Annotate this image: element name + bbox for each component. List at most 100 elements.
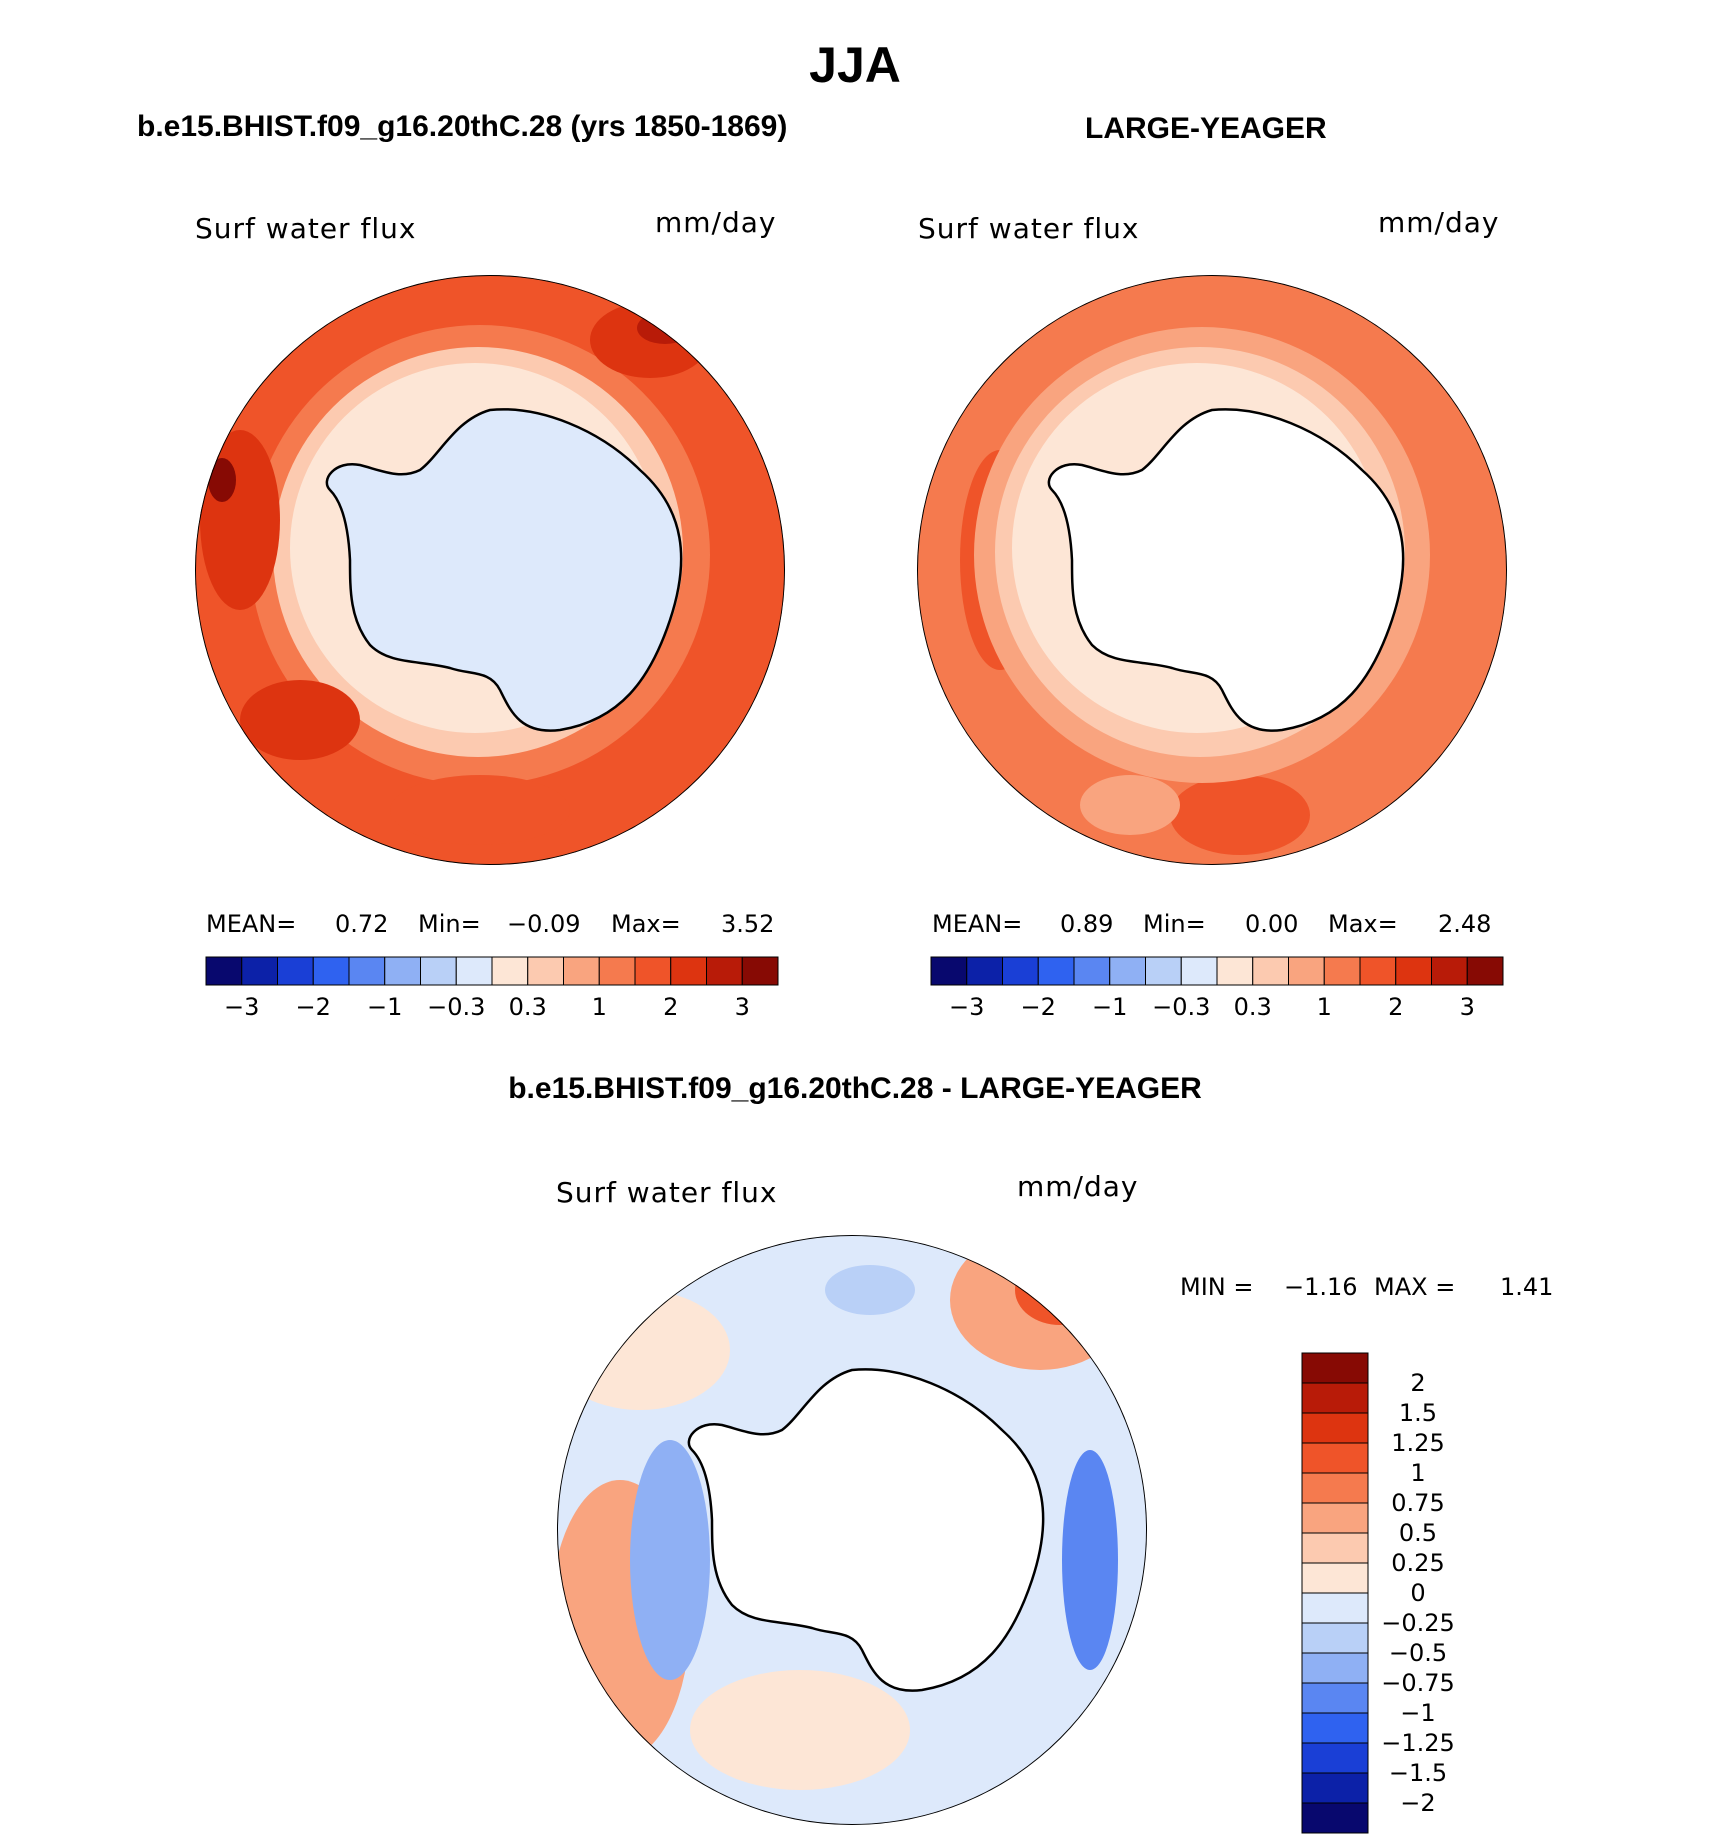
right-colorbar [930,956,1504,986]
diff-field-patch-w-neg [630,1440,710,1680]
diff-polar-map [557,1235,1147,1825]
right-variable-label: Surf water flux [918,212,1140,245]
left-colorbar-tick-label: −3 [224,993,260,1021]
diff-colorbar-tick-label: −0.25 [1381,1609,1455,1637]
right-units-label: mm/day [1378,206,1500,239]
right-colorbar-box-10 [1288,956,1325,986]
diff-colorbar-box-2 [1301,1412,1369,1444]
right-colorbar-tick-label: 3 [1459,993,1475,1021]
right-colorbar-tick-label: 1 [1316,993,1332,1021]
right-colorbar-tick-label: −0.3 [1152,993,1211,1021]
diff-colorbar [1301,1352,1369,1834]
diff-colorbar-tick-label: 1.5 [1398,1399,1438,1427]
left-min-value: −0.09 [507,910,581,938]
diff-max-label: MAX = [1374,1273,1456,1301]
right-panel-header: LARGE-YEAGER [1085,112,1327,145]
right-colorbar-box-4 [1073,956,1111,986]
left-colorbar-tick-label: 1 [591,993,607,1021]
diff-variable-label: Surf water flux [556,1176,778,1209]
diff-antarctica-outline [687,1368,1045,1692]
diff-colorbar-tick-label: 1.25 [1391,1429,1445,1457]
diff-colorbar-tick-label: −1.25 [1381,1729,1455,1757]
left-colorbar-tick-label: −1 [367,993,403,1021]
diff-units-label: mm/day [1017,1170,1139,1203]
left-colorbar-tick-label: 3 [734,993,750,1021]
diff-field-patch-e-neg [1062,1450,1118,1670]
right-colorbar-box-15 [1466,956,1504,986]
left-colorbar-box-7 [455,956,493,986]
diff-field-patch-n-neg [825,1265,915,1315]
left-colorbar-box-4 [348,956,386,986]
diff-colorbar-tick-label: −0.5 [1388,1639,1448,1667]
left-colorbar-box-5 [384,956,421,986]
right-colorbar-box-9 [1252,956,1289,986]
left-colorbar-box-2 [277,956,314,986]
right-colorbar-box-7 [1180,956,1218,986]
right-field-patch-s [1170,775,1310,855]
right-max-value: 2.48 [1438,910,1492,938]
diff-colorbar-tick-label: 1 [1410,1459,1426,1487]
left-colorbar-box-9 [527,956,564,986]
right-colorbar-tick-label: −1 [1092,993,1128,1021]
right-colorbar-box-1 [966,956,1003,986]
left-colorbar-tick-label: 0.3 [508,993,547,1021]
diff-field-patch-nw [557,1290,730,1410]
diff-colorbar-tick-label: 0.5 [1398,1519,1438,1547]
right-colorbar-box-6 [1145,956,1182,986]
diff-field-patch-ne [950,1235,1130,1370]
right-antarctica-outline [1047,408,1405,732]
left-colorbar-box-8 [491,956,529,986]
diff-colorbar-box-11 [1301,1682,1369,1714]
diff-colorbar-box-10 [1301,1652,1369,1684]
left-colorbar-box-6 [420,956,457,986]
left-field-patch-ne-max [637,312,693,344]
left-mean-label: MEAN= [206,910,297,938]
right-colorbar-box-8 [1216,956,1254,986]
right-colorbar-tick-label: −3 [949,993,985,1021]
right-mean-value: 0.89 [1060,910,1114,938]
left-colorbar [205,956,779,986]
left-colorbar-tick-label: −0.3 [427,993,486,1021]
right-colorbar-tick-label: 2 [1388,993,1404,1021]
right-colorbar-box-11 [1323,956,1361,986]
left-colorbar-box-0 [205,956,243,986]
right-colorbar-box-2 [1002,956,1039,986]
left-colorbar-box-10 [563,956,600,986]
diff-colorbar-box-1 [1301,1382,1369,1414]
left-field-patch-w-max [208,458,236,502]
diff-min-value: −1.16 [1284,1273,1358,1301]
left-variable-label: Surf water flux [195,212,417,245]
diff-field-patch-ne-max [1015,1255,1105,1325]
diff-colorbar-tick-label: −1.5 [1388,1759,1448,1787]
left-polar-map [195,275,785,865]
right-max-label: Max= [1328,910,1398,938]
left-colorbar-box-11 [598,956,636,986]
diff-colorbar-box-6 [1301,1532,1369,1564]
right-colorbar-box-14 [1431,956,1468,986]
right-field-patch-s2 [1080,775,1180,835]
diff-colorbar-box-14 [1301,1772,1369,1804]
diff-colorbar-box-0 [1301,1352,1369,1384]
right-colorbar-box-3 [1037,956,1075,986]
left-colorbar-tick-label: 2 [663,993,679,1021]
diff-colorbar-tick-label: 2 [1410,1369,1426,1397]
right-mean-label: MEAN= [932,910,1023,938]
diff-colorbar-box-12 [1301,1712,1369,1744]
diff-colorbar-tick-label: 0 [1410,1579,1426,1607]
diff-colorbar-box-15 [1301,1802,1369,1834]
right-min-label: Min= [1143,910,1206,938]
left-antarctica-outline [325,408,683,732]
left-field-patch-sw [240,680,360,760]
right-colorbar-box-5 [1109,956,1146,986]
right-colorbar-tick-label: 0.3 [1233,993,1272,1021]
diff-colorbar-box-4 [1301,1472,1369,1504]
diff-field-patch-s [690,1670,910,1790]
diff-colorbar-box-13 [1301,1742,1369,1774]
diff-colorbar-tick-label: −0.75 [1381,1669,1455,1697]
left-colorbar-box-3 [312,956,350,986]
diff-colorbar-tick-label: 0.25 [1391,1549,1445,1577]
left-colorbar-box-14 [706,956,743,986]
right-colorbar-box-12 [1359,956,1397,986]
left-mean-value: 0.72 [335,910,389,938]
